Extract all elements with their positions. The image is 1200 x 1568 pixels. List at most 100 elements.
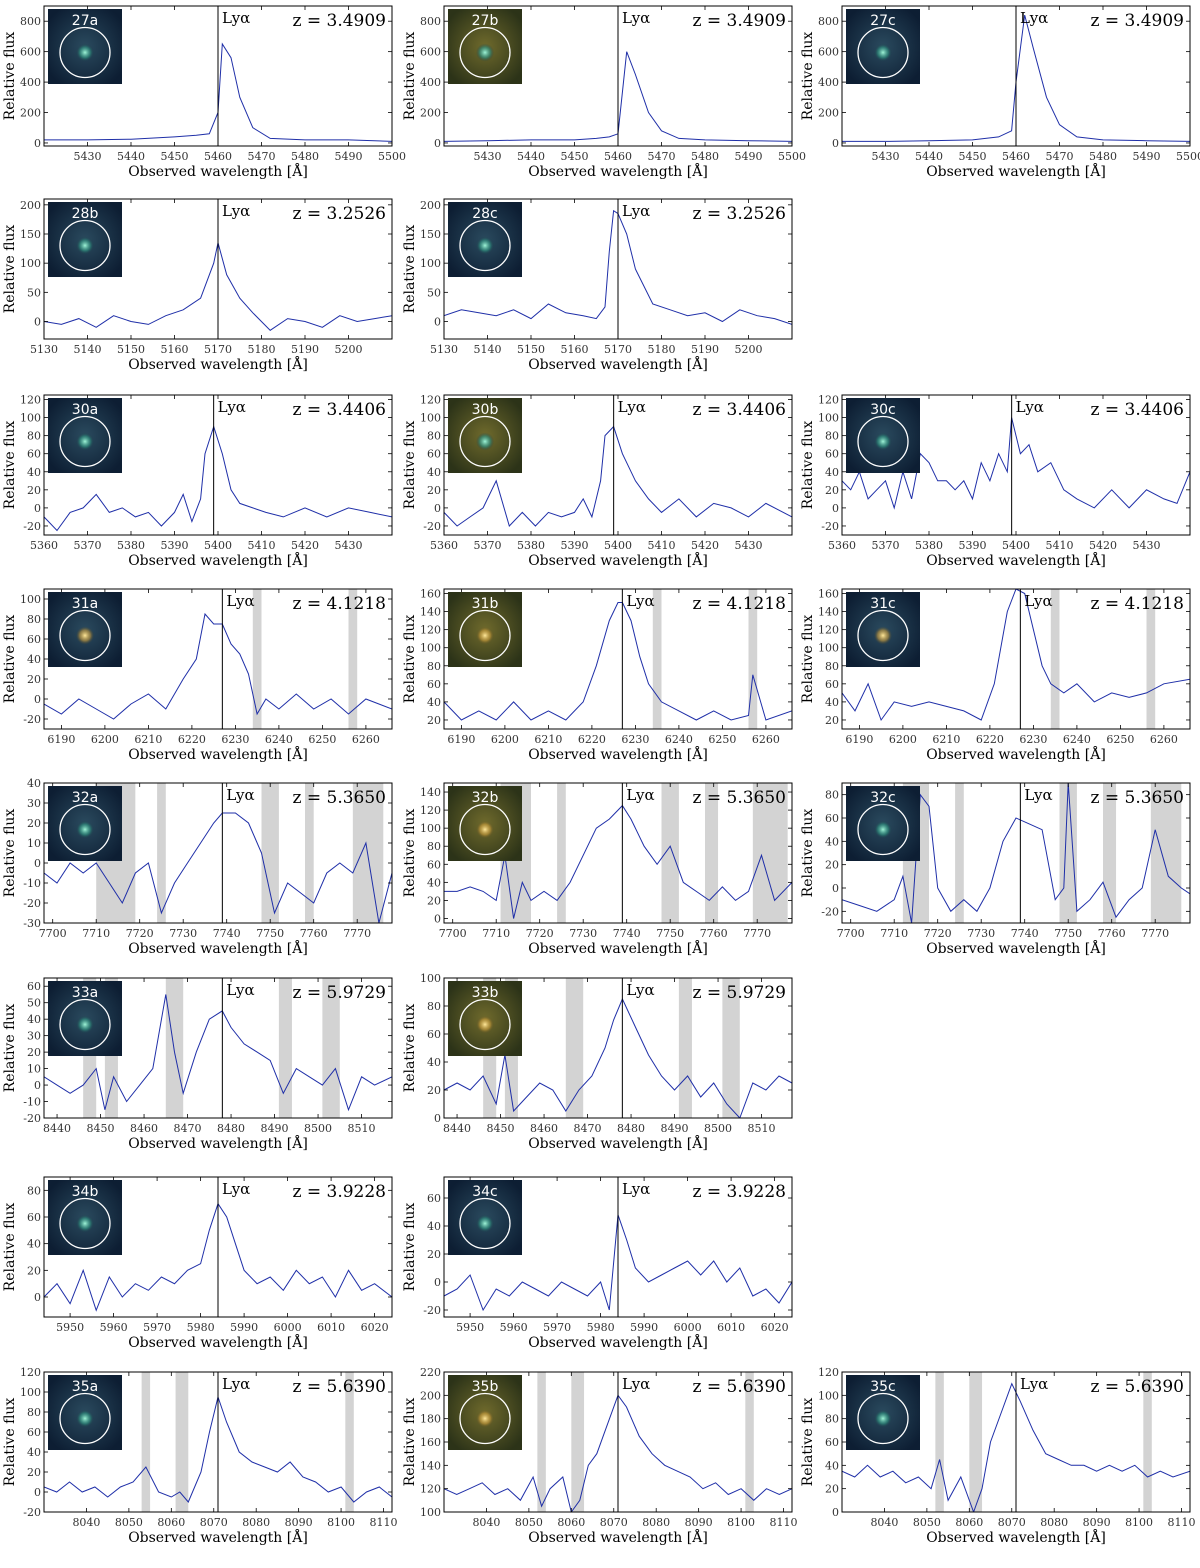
plot-frame-31c <box>841 588 1191 730</box>
plot-frame-32c <box>841 782 1191 924</box>
aperture-circle <box>59 219 111 272</box>
thumbnail-id-label: 28b <box>72 206 99 222</box>
y-tick-label: 800 <box>20 15 41 28</box>
spectrum-line-31c <box>842 589 1190 722</box>
y-tick-label: 120 <box>420 394 441 407</box>
redshift-label-33b: z = 5.9729 <box>693 983 787 1003</box>
redshift-label-30b: z = 3.4406 <box>693 400 787 420</box>
x-tick-label: 5400 <box>204 539 232 552</box>
y-tick-label: 400 <box>20 76 41 89</box>
x-tick-label: 7700 <box>837 927 865 940</box>
redshift-label-32a: z = 5.3650 <box>293 788 387 808</box>
y-tick-label: 150 <box>420 228 441 241</box>
x-tick-label: 6220 <box>178 733 206 746</box>
mask-band-35c-2 <box>1143 1372 1152 1512</box>
y-tick-label: 120 <box>818 1366 839 1379</box>
y-tick-label: 20 <box>825 1483 839 1496</box>
x-axis-label: Observed wavelength [Å] <box>128 1528 308 1546</box>
y-tick-label: 20 <box>27 1466 41 1479</box>
x-axis-label: Observed wavelength [Å] <box>528 162 708 180</box>
mask-band-35c-1 <box>969 1372 983 1512</box>
y-tick-label: 0 <box>434 137 441 150</box>
lya-label-30b: Lyα <box>618 398 646 416</box>
spectrum-line-28c <box>444 209 792 325</box>
thumbnail-id-label: 34b <box>72 1184 99 1200</box>
x-tick-label: 5980 <box>587 1321 615 1334</box>
x-axis-label: Observed wavelength [Å] <box>528 745 708 763</box>
y-tick-label: -10 <box>23 1096 41 1109</box>
aperture-circle <box>59 998 111 1051</box>
galaxy-thumbnail-31b: 31b <box>448 592 522 667</box>
y-axis-label: Relative flux <box>2 1203 18 1292</box>
y-tick-label: 0 <box>434 1276 441 1289</box>
galaxy-thumbnail-30c: 30c <box>846 398 920 473</box>
plot-frame-34b <box>43 1176 393 1318</box>
x-axis-label: Observed wavelength [Å] <box>926 162 1106 180</box>
y-axis-label: Relative flux <box>402 32 418 121</box>
redshift-label-31c: z = 4.1218 <box>1091 594 1185 614</box>
y-tick-label: 60 <box>825 1436 839 1449</box>
x-tick-label: 6200 <box>889 733 917 746</box>
y-tick-label: 80 <box>825 1413 839 1426</box>
y-tick-label: 40 <box>27 466 41 479</box>
lya-label-28c: Lyα <box>622 202 650 220</box>
x-tick-label: 5410 <box>1046 539 1074 552</box>
x-tick-label: 5150 <box>117 343 145 356</box>
y-tick-label: 20 <box>825 859 839 872</box>
x-tick-label: 6260 <box>752 733 780 746</box>
x-tick-label: 6230 <box>621 733 649 746</box>
y-tick-label: 80 <box>27 430 41 443</box>
x-tick-label: 7730 <box>967 927 995 940</box>
x-tick-label: 8110 <box>370 1516 398 1529</box>
x-tick-label: 5360 <box>430 539 458 552</box>
y-tick-label: 200 <box>818 107 839 120</box>
galaxy-thumbnail-27b: 27b <box>448 9 522 84</box>
x-tick-label: 7750 <box>256 927 284 940</box>
y-tick-label: 40 <box>825 696 839 709</box>
spectrum-line-35b <box>444 1394 792 1512</box>
spectrum-panel-33a: Lyα 8440 8450 8460 8470 8480 8490 8500 8510 -20 -1… <box>2 977 393 1152</box>
x-tick-label: 6190 <box>845 733 873 746</box>
aperture-circle <box>459 219 511 272</box>
thumbnail-id-label: 27b <box>472 13 499 29</box>
y-axis-label: Relative flux <box>402 809 418 898</box>
x-tick-label: 5360 <box>30 539 58 552</box>
mask-band-32b-3 <box>705 783 719 923</box>
x-axis-label: Observed wavelength [Å] <box>128 1134 308 1152</box>
x-tick-label: 5170 <box>604 343 632 356</box>
galaxy-thumbnail-30a: 30a <box>48 398 122 473</box>
y-tick-label: 100 <box>20 1386 41 1399</box>
y-tick-label: 20 <box>27 1264 41 1277</box>
x-tick-label: 7770 <box>343 927 371 940</box>
aperture-circle <box>857 1392 909 1445</box>
x-tick-label: 8460 <box>130 1122 158 1135</box>
y-tick-label: 160 <box>420 588 441 601</box>
x-axis-label: Observed wavelength [Å] <box>528 1134 708 1152</box>
y-tick-label: 0 <box>34 857 41 870</box>
redshift-label-27a: z = 3.4909 <box>293 11 387 31</box>
mask-band-31b-1 <box>748 589 758 729</box>
x-tick-label: 8090 <box>1083 1516 1111 1529</box>
x-tick-label: 6020 <box>361 1321 389 1334</box>
aperture-circle <box>459 1392 511 1445</box>
y-tick-label: 400 <box>818 76 839 89</box>
x-tick-label: 5370 <box>872 539 900 552</box>
galaxy-thumbnail-31c: 31c <box>846 592 920 667</box>
y-tick-label: 60 <box>427 858 441 871</box>
thumbnail-id-label: 33a <box>72 985 98 1001</box>
x-axis-label: Observed wavelength [Å] <box>128 745 308 763</box>
lya-label-30a: Lyα <box>218 398 246 416</box>
x-tick-label: 7750 <box>656 927 684 940</box>
x-tick-label: 8490 <box>261 1122 289 1135</box>
y-tick-label: 160 <box>818 588 839 601</box>
y-tick-label: 60 <box>825 678 839 691</box>
plot-frame-35a <box>43 1371 393 1513</box>
y-axis-label: Relative flux <box>402 1398 418 1487</box>
y-tick-label: 10 <box>27 837 41 850</box>
lya-label-31c: Lyα <box>1024 592 1052 610</box>
y-tick-label: 20 <box>27 1046 41 1059</box>
x-tick-label: 7710 <box>880 927 908 940</box>
redshift-label-32b: z = 5.3650 <box>693 788 787 808</box>
x-tick-label: 8060 <box>557 1516 585 1529</box>
x-tick-label: 8080 <box>1040 1516 1068 1529</box>
